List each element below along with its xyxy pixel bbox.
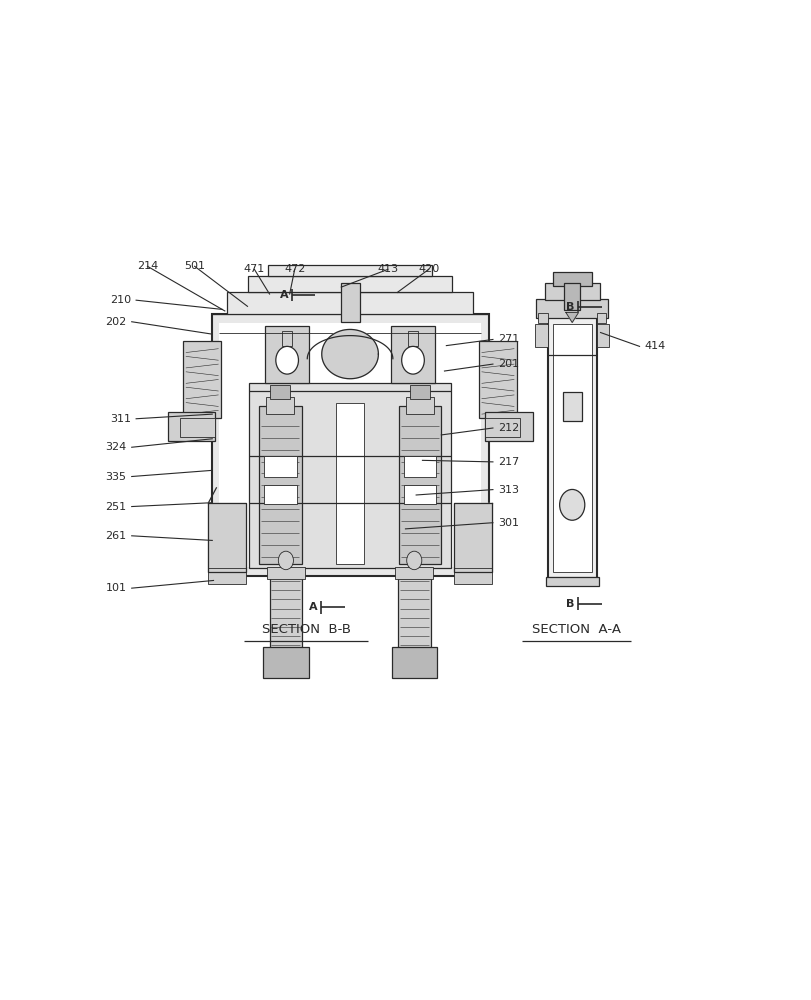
Text: 414: 414 — [643, 341, 664, 351]
Text: 214: 214 — [136, 261, 158, 271]
Text: 202: 202 — [105, 317, 127, 327]
Bar — [391, 326, 435, 383]
Circle shape — [401, 346, 424, 374]
Bar — [596, 313, 606, 323]
Text: 301: 301 — [497, 518, 518, 528]
Bar — [410, 385, 430, 399]
Text: B: B — [565, 302, 574, 312]
Bar — [268, 265, 431, 276]
Text: 313: 313 — [497, 485, 518, 495]
Bar — [538, 313, 547, 323]
Text: 271: 271 — [497, 334, 518, 344]
Bar — [263, 647, 308, 678]
Polygon shape — [208, 503, 246, 572]
Circle shape — [406, 551, 421, 570]
Bar — [395, 567, 432, 579]
Bar — [264, 456, 296, 477]
Text: 210: 210 — [109, 295, 131, 305]
Bar — [266, 397, 294, 414]
Text: A: A — [309, 602, 318, 612]
Text: 101: 101 — [105, 583, 127, 593]
Bar — [397, 568, 430, 649]
Bar — [596, 324, 608, 347]
Bar — [183, 341, 221, 418]
Polygon shape — [321, 329, 378, 379]
Bar — [562, 392, 581, 421]
Text: 324: 324 — [105, 442, 127, 452]
Bar — [167, 412, 214, 441]
Text: 501: 501 — [184, 261, 205, 271]
Text: 471: 471 — [243, 264, 264, 274]
Text: 335: 335 — [105, 472, 127, 482]
Bar — [267, 567, 304, 579]
Bar — [259, 406, 301, 564]
Bar — [249, 383, 450, 568]
Bar — [219, 323, 480, 567]
Bar — [336, 403, 363, 564]
Bar — [270, 385, 290, 399]
Text: 261: 261 — [105, 531, 127, 541]
Bar — [407, 331, 418, 346]
Bar — [485, 418, 519, 437]
Bar — [406, 397, 433, 414]
Text: 311: 311 — [110, 414, 131, 424]
Bar — [398, 406, 441, 564]
Circle shape — [276, 346, 298, 374]
Bar — [227, 292, 472, 314]
Polygon shape — [453, 503, 491, 572]
Bar — [478, 341, 517, 418]
Circle shape — [278, 551, 293, 570]
Text: 201: 201 — [497, 359, 518, 369]
Bar — [212, 314, 488, 576]
Bar — [544, 283, 599, 300]
Bar — [403, 485, 436, 504]
Bar — [341, 283, 359, 322]
Bar — [264, 485, 296, 504]
Polygon shape — [565, 312, 577, 323]
Bar — [248, 276, 452, 292]
Bar — [453, 568, 491, 584]
Text: SECTION  B-B: SECTION B-B — [261, 623, 350, 636]
Bar — [485, 412, 532, 441]
Bar — [281, 331, 292, 346]
Bar — [564, 283, 580, 310]
Bar — [552, 272, 591, 286]
Bar — [269, 568, 302, 649]
Bar — [265, 326, 309, 383]
Bar — [208, 568, 246, 584]
Text: 472: 472 — [284, 264, 305, 274]
Text: 420: 420 — [418, 264, 439, 274]
Bar — [545, 577, 598, 586]
Text: A: A — [280, 290, 288, 300]
Bar — [547, 316, 596, 578]
Bar — [391, 647, 436, 678]
Bar — [534, 324, 547, 347]
Bar — [403, 456, 436, 477]
Text: B: B — [565, 599, 574, 609]
Text: 413: 413 — [377, 264, 398, 274]
Bar — [536, 299, 607, 318]
Text: 212: 212 — [497, 423, 518, 433]
Circle shape — [559, 489, 584, 520]
Text: SECTION  A-A: SECTION A-A — [531, 623, 620, 636]
Bar — [180, 418, 214, 437]
Text: 251: 251 — [105, 502, 127, 512]
Bar — [552, 324, 591, 572]
Text: 217: 217 — [497, 457, 518, 467]
